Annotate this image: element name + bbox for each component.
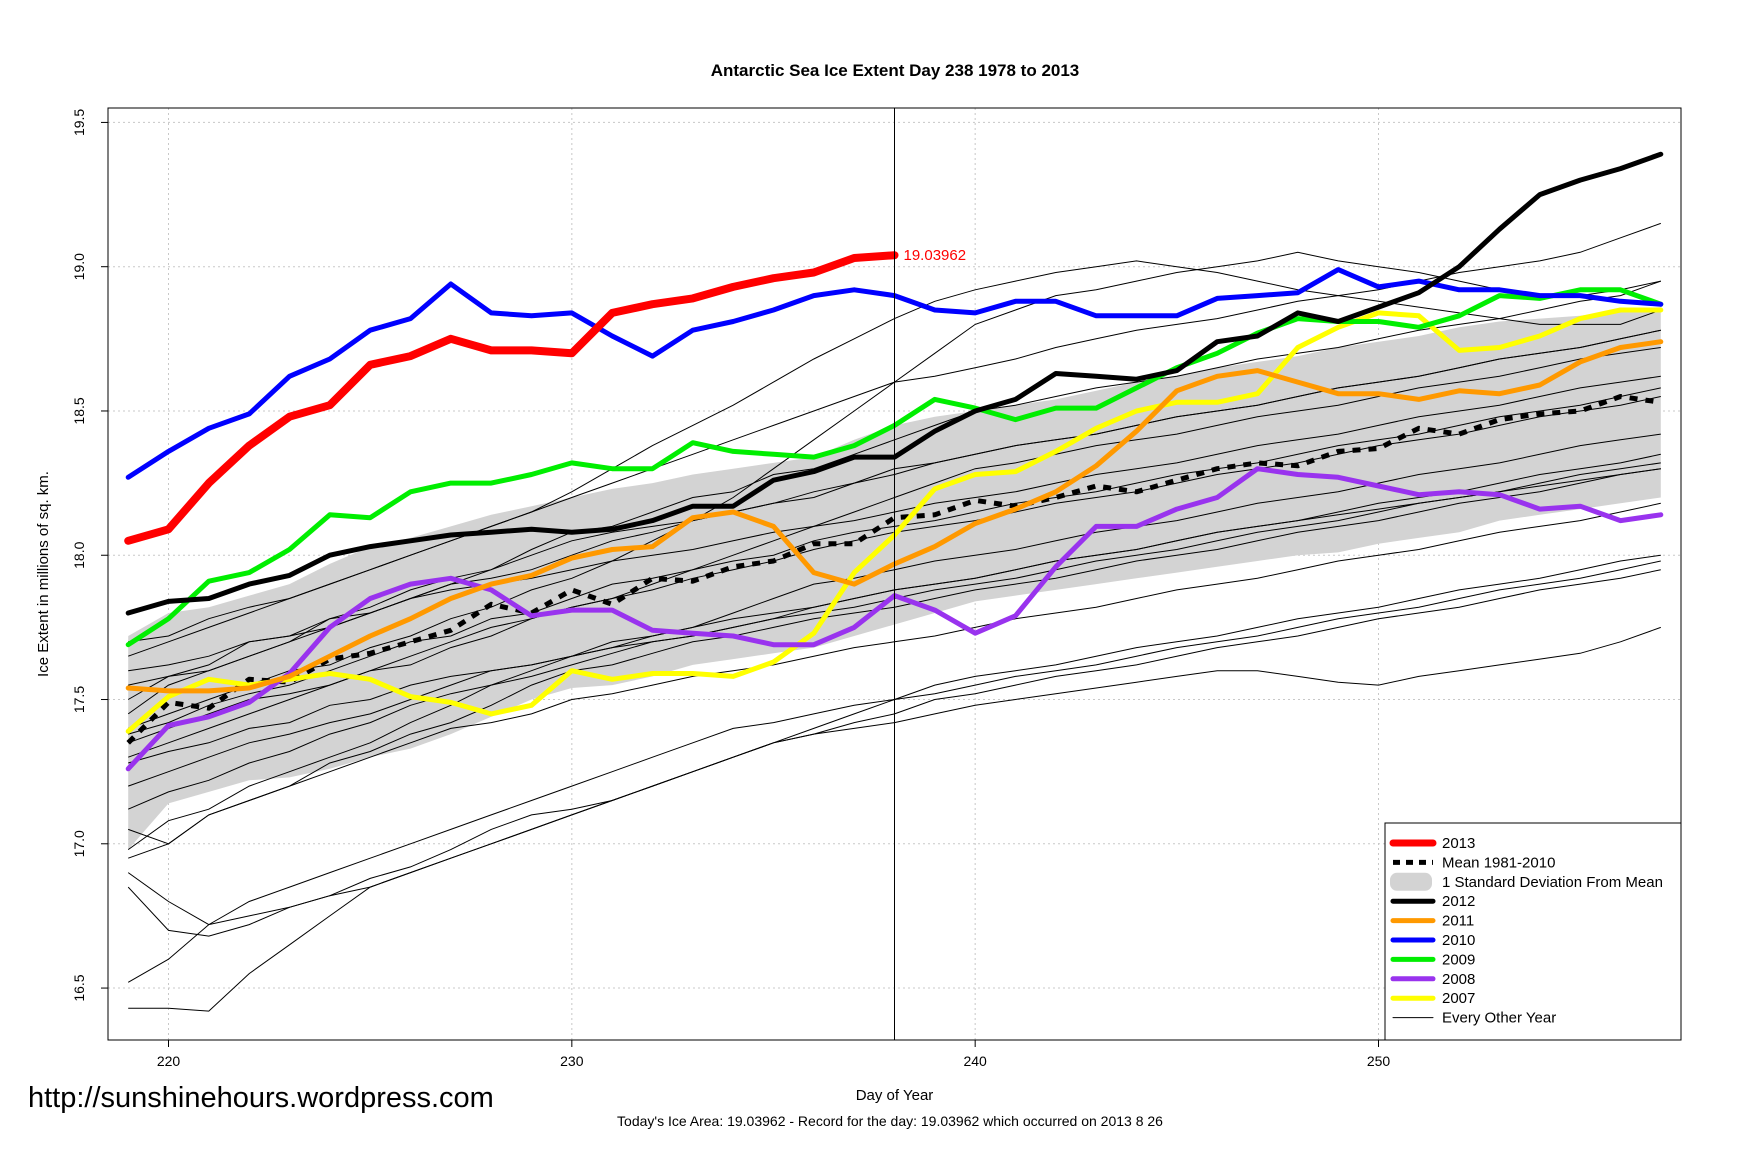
legend-2011-label: 2011 (1442, 913, 1474, 930)
legend: 2013 Mean 1981-2010 1 Standard Deviation F… (1384, 822, 1682, 1041)
y-tick-label-19.0: 19.0 (71, 253, 87, 280)
footer-note: Today's Ice Area: 19.03962 - Record for … (617, 1113, 1163, 1129)
series-line-mean-1981-2010 (126, 394, 1662, 745)
series-line-2013 (124, 251, 899, 545)
y-tick-label-17.5: 17.5 (71, 686, 87, 713)
legend-1-standard-deviation-from-mean-swatch (1390, 872, 1432, 891)
legend-2008-label: 2008 (1442, 971, 1475, 988)
y-tick-label-19.5: 19.5 (71, 109, 87, 136)
x-axis-label: Day of Year (856, 1087, 934, 1104)
x-tick-label-230: 230 (560, 1053, 584, 1069)
chart-title: Antarctic Sea Ice Extent Day 238 1978 to… (711, 61, 1080, 80)
y-tick-label-18.5: 18.5 (71, 397, 87, 424)
x-tick-label-220: 220 (157, 1053, 181, 1069)
legend-2007-label: 2007 (1442, 990, 1475, 1007)
legend-2013-label: 2013 (1442, 835, 1475, 852)
legend-2012-label: 2012 (1442, 893, 1475, 910)
watermark-url: http://sunshinehours.wordpress.com (28, 1082, 494, 1114)
legend-mean-1981-2010-label: Mean 1981-2010 (1442, 854, 1555, 871)
legend-1-standard-deviation-from-mean-label: 1 Standard Deviation From Mean (1442, 874, 1663, 891)
legend-2010-label: 2010 (1442, 932, 1475, 949)
y-tick-label-17.0: 17.0 (71, 830, 87, 857)
plot-frame (107, 107, 1682, 1041)
x-tick-label-240: 240 (963, 1053, 987, 1069)
y-tick-label-16.5: 16.5 (71, 974, 87, 1001)
y-tick-label-18.0: 18.0 (71, 541, 87, 568)
legend-box (1384, 822, 1682, 1041)
legend-2009-label: 2009 (1442, 951, 1475, 968)
current-value-label: 19.03962 (904, 247, 967, 264)
x-tick-label-250: 250 (1367, 1053, 1391, 1069)
axes: 220 230 240 250 16.5 17.0 17.5 18.0 18.5 19.0 19.5 (71, 109, 1390, 1069)
y-axis-label: Ice Extent in millions of sq. km. (35, 471, 52, 677)
legend-every-other-year-label: Every Other Year (1442, 1010, 1556, 1027)
